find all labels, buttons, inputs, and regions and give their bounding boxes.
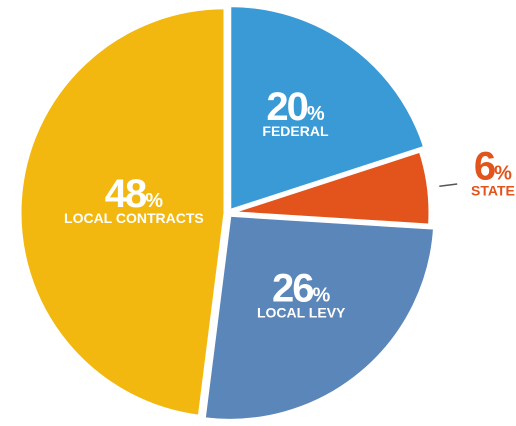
value-unit: % <box>494 163 512 185</box>
pie-slice <box>202 213 437 422</box>
pie-slice <box>230 149 432 227</box>
value-unit: % <box>313 284 331 306</box>
pie-slice <box>228 4 427 213</box>
category-label: LOCAL CONTRACTS <box>64 210 204 226</box>
category-label: FEDERAL <box>262 123 329 139</box>
pie-slice <box>18 6 227 418</box>
data-label: 6% <box>474 145 512 189</box>
value-number: 20 <box>266 85 307 129</box>
value-number: 48 <box>105 172 147 216</box>
value-number: 6 <box>474 145 495 189</box>
value-number: 26 <box>272 266 313 310</box>
leader-line <box>439 183 458 188</box>
data-label: 26% <box>272 266 331 310</box>
category-label: LOCAL LEVY <box>257 304 346 320</box>
value-unit: % <box>145 190 163 212</box>
category-label: STATE <box>471 183 515 199</box>
value-unit: % <box>307 103 325 125</box>
data-label: 48% <box>105 172 164 216</box>
data-label: 20% <box>266 85 325 129</box>
